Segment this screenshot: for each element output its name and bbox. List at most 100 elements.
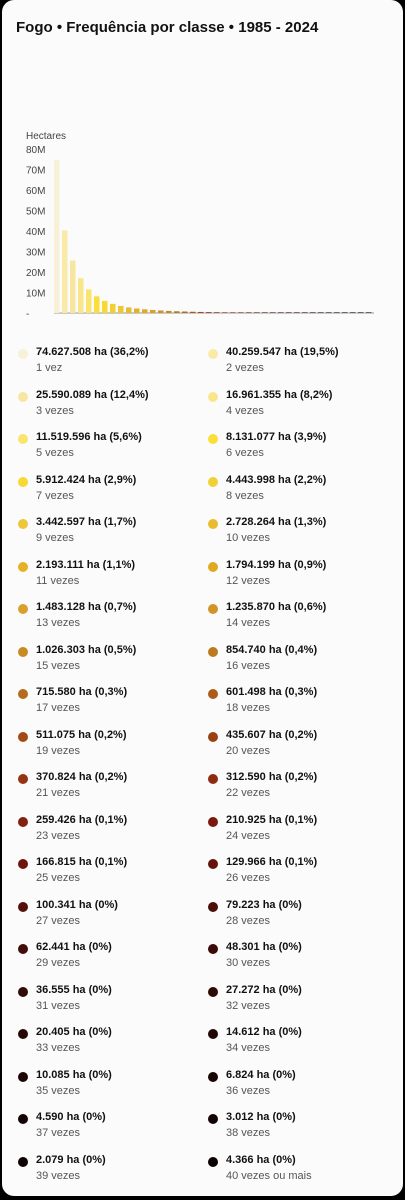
legend-item[interactable]: 4.590 ha (0%) 37 vezes (18, 1111, 208, 1147)
legend-category: 33 vezes (36, 1042, 81, 1054)
bar[interactable] (366, 312, 372, 313)
bar[interactable] (230, 312, 236, 313)
bar[interactable] (222, 312, 228, 313)
legend-category: 39 vezes (36, 1169, 81, 1182)
bar[interactable] (286, 312, 292, 313)
legend-item[interactable]: 3.442.597 ha (1,7%) 9 vezes (18, 516, 208, 552)
bar[interactable] (350, 312, 356, 313)
bar[interactable] (78, 278, 84, 313)
legend-item[interactable]: 2.193.111 ha (1,1%) 11 vezes (18, 559, 208, 595)
legend-swatch (208, 646, 218, 657)
legend-item[interactable]: 14.612 ha (0%) 34 vezes (208, 1026, 398, 1062)
legend-item[interactable]: 166.815 ha (0,1%) 25 vezes (18, 856, 208, 892)
legend-item[interactable]: 1.026.303 ha (0,5%) 15 vezes (18, 644, 208, 680)
legend-item[interactable]: 20.405 ha (0%) 33 vezes (18, 1026, 208, 1062)
bar[interactable] (134, 308, 140, 313)
legend-item[interactable]: 48.301 ha (0%) 30 vezes (208, 941, 398, 977)
legend-item[interactable]: 25.590.089 ha (12,4%) 3 vezes (18, 389, 208, 425)
legend-item[interactable]: 62.441 ha (0%) 29 vezes (18, 941, 208, 977)
bar[interactable] (334, 312, 340, 313)
legend-item[interactable]: 4.443.998 ha (2,2%) 8 vezes (208, 474, 398, 510)
bar[interactable] (70, 260, 76, 313)
legend-item[interactable]: 601.498 ha (0,3%) 18 vezes (208, 686, 398, 722)
legend-item[interactable]: 6.824 ha (0%) 36 vezes (208, 1069, 398, 1105)
y-tick-label: 10M (26, 289, 45, 300)
legend-item[interactable]: 8.131.077 ha (3,9%) 6 vezes (208, 431, 398, 467)
legend-item[interactable]: 16.961.355 ha (8,2%) 4 vezes (208, 389, 398, 425)
legend-category: 1 vez (36, 362, 63, 374)
legend-item[interactable]: 511.075 ha (0,2%) 19 vezes (18, 729, 208, 765)
bar[interactable] (310, 312, 316, 313)
legend-item[interactable]: 40.259.547 ha (19,5%) 2 vezes (208, 346, 398, 382)
legend-item[interactable]: 10.085 ha (0%) 35 vezes (18, 1069, 208, 1105)
bar[interactable] (94, 296, 100, 313)
bar[interactable] (198, 311, 204, 313)
legend-swatch (208, 859, 218, 869)
legend-item[interactable]: 259.426 ha (0,1%) 23 vezes (18, 814, 208, 850)
legend-item[interactable]: 100.341 ha (0%) 27 vezes (18, 899, 208, 935)
legend-item[interactable]: 2.728.264 ha (1,3%) 10 vezes (208, 516, 398, 552)
bar[interactable] (118, 305, 124, 313)
legend-value: 166.815 ha (0,1%) (36, 856, 128, 868)
legend-item[interactable]: 74.627.508 ha (36,2%) 1 vez (18, 346, 208, 382)
legend-item[interactable]: 11.519.596 ha (5,6%) 5 vezes (18, 431, 208, 467)
bar[interactable] (190, 311, 196, 313)
legend-value: 2.079 ha (0%) (36, 1153, 106, 1166)
bar[interactable] (358, 312, 364, 313)
bar[interactable] (238, 312, 244, 313)
legend-swatch (208, 1029, 218, 1039)
bar[interactable] (270, 312, 276, 313)
legend-item[interactable]: 27.272 ha (0%) 32 vezes (208, 984, 398, 1020)
legend-item[interactable]: 3.012 ha (0%) 38 vezes (208, 1111, 398, 1147)
legend-item[interactable]: 79.223 ha (0%) 28 vezes (208, 899, 398, 935)
legend-item[interactable]: 1.483.128 ha (0,7%) 13 vezes (18, 601, 208, 637)
bar[interactable] (166, 310, 172, 313)
bar[interactable] (246, 312, 252, 313)
legend-item[interactable]: 129.966 ha (0,1%) 26 vezes (208, 856, 398, 892)
bar[interactable] (254, 312, 260, 313)
legend-item[interactable]: 435.607 ha (0,2%) 20 vezes (208, 729, 398, 765)
bar[interactable] (102, 300, 108, 313)
bar[interactable] (294, 312, 300, 313)
legend-swatch (18, 1029, 28, 1039)
legend-value: 25.590.089 ha (12,4%) (36, 388, 149, 401)
bar[interactable] (174, 311, 180, 313)
legend-item[interactable]: 1.235.870 ha (0,6%) 14 vezes (208, 601, 398, 637)
bar[interactable] (342, 312, 348, 313)
chart-title: Fogo • Frequência por classe • 1985 - 20… (16, 19, 319, 36)
legend-category: 30 vezes (226, 957, 271, 969)
legend-item[interactable]: 5.912.424 ha (2,9%) 7 vezes (18, 474, 208, 510)
legend-item[interactable]: 715.580 ha (0,3%) 17 vezes (18, 686, 208, 722)
legend-swatch (18, 519, 28, 529)
bar[interactable] (150, 309, 156, 313)
bar[interactable] (142, 309, 148, 313)
legend-value: 3.012 ha (0%) (226, 1111, 296, 1123)
bar[interactable] (62, 230, 68, 313)
bar[interactable] (158, 310, 164, 313)
legend-swatch (208, 476, 218, 487)
legend-item[interactable]: 210.925 ha (0,1%) 24 vezes (208, 814, 398, 850)
bar[interactable] (278, 312, 284, 313)
bar[interactable] (126, 307, 132, 313)
bar[interactable] (206, 312, 212, 313)
bar[interactable] (182, 311, 188, 313)
bar[interactable] (214, 312, 220, 313)
legend-item[interactable]: 854.740 ha (0,4%) 16 vezes (208, 644, 398, 680)
legend-swatch (18, 1156, 28, 1167)
legend-item[interactable]: 370.824 ha (0,2%) 21 vezes (18, 771, 208, 807)
bar[interactable] (326, 312, 332, 313)
bar[interactable] (318, 312, 324, 313)
legend-item[interactable]: 36.555 ha (0%) 31 vezes (18, 984, 208, 1020)
bar[interactable] (110, 303, 116, 313)
bar[interactable] (54, 160, 60, 313)
legend-category: 18 vezes (226, 702, 271, 714)
legend-value: 601.498 ha (0,3%) (226, 686, 318, 698)
legend-item[interactable]: 312.590 ha (0,2%) 22 vezes (208, 771, 398, 807)
legend-item[interactable]: 4.366 ha (0%) 40 vezes ou mais (208, 1154, 398, 1190)
legend-category: 12 vezes (226, 574, 271, 587)
bar[interactable] (302, 312, 308, 313)
bar[interactable] (262, 312, 268, 313)
bar[interactable] (86, 289, 92, 313)
legend-item[interactable]: 1.794.199 ha (0,9%) 12 vezes (208, 559, 398, 595)
legend-item[interactable]: 2.079 ha (0%) 39 vezes (18, 1154, 208, 1190)
